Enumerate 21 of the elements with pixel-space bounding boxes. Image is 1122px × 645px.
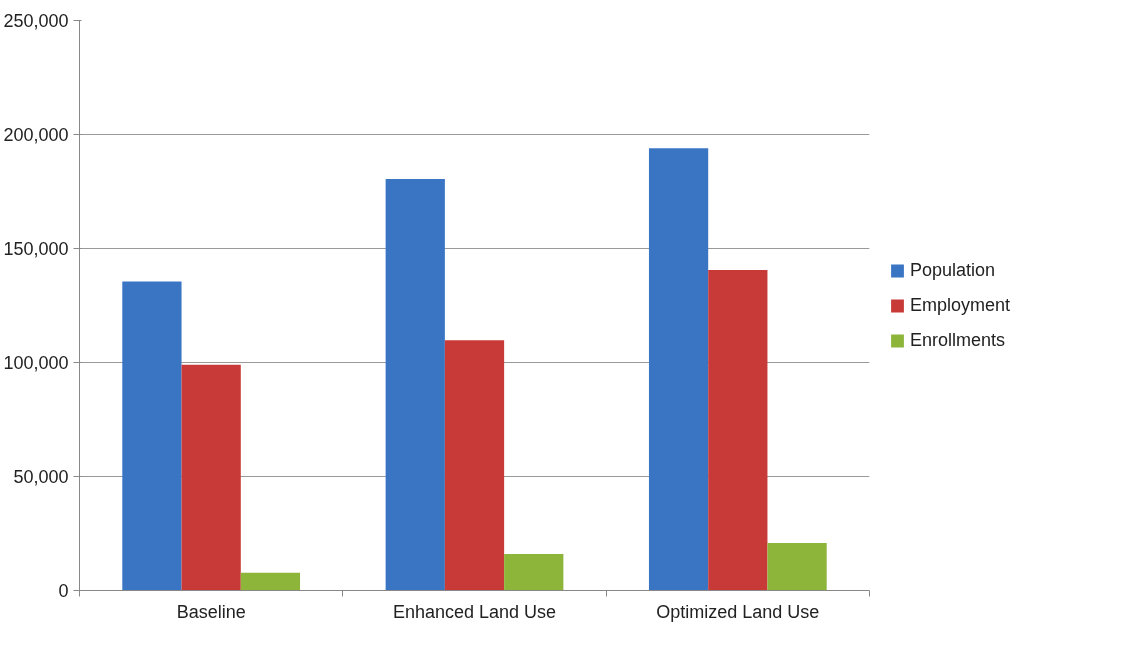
x-tick-label: Enhanced Land Use [392, 601, 557, 622]
legend-label: Population [910, 259, 996, 281]
y-tick-label: 150,000 [3, 239, 69, 259]
bar [708, 269, 768, 591]
bar [385, 178, 445, 591]
x-tick-label: Baseline [176, 601, 246, 622]
y-tick-label: 0 [58, 581, 69, 601]
legend-label: Enrollments [910, 329, 1006, 351]
bar [648, 148, 709, 591]
y-tick-label: 250,000 [3, 11, 69, 31]
legend-label: Employment [910, 294, 1011, 316]
x-tick-label: Optimized Land Use [656, 601, 820, 622]
bar [122, 281, 182, 591]
y-tick-label: 50,000 [13, 467, 69, 487]
y-tick-label: 100,000 [3, 353, 69, 373]
y-tick-label: 200,000 [3, 125, 69, 145]
bar [504, 554, 564, 591]
bar [181, 364, 241, 591]
bar [767, 543, 827, 591]
bar [240, 572, 301, 591]
bar [444, 340, 505, 591]
